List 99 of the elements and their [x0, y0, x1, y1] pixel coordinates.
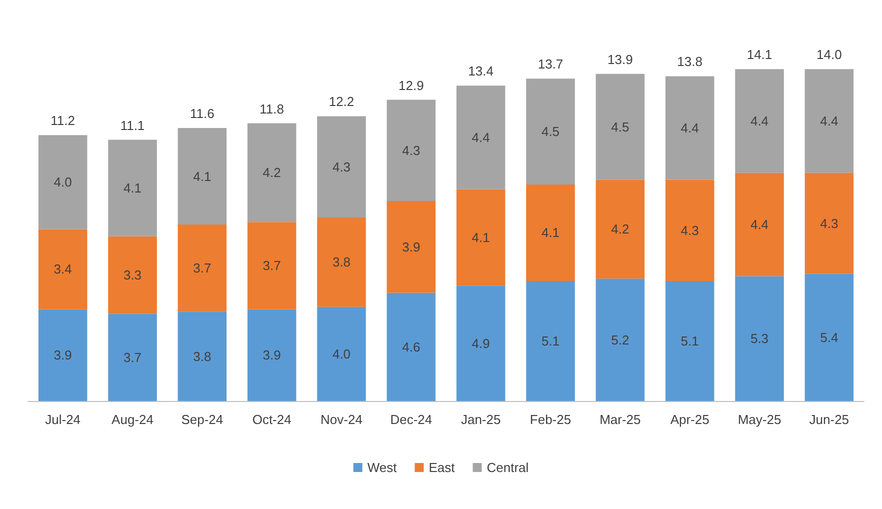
bar — [456, 286, 506, 401]
bar — [317, 116, 366, 218]
data-label: 4.0 — [54, 174, 72, 190]
total-label: 14.0 — [816, 47, 842, 62]
total-label: 13.9 — [608, 52, 633, 67]
legend-label: West — [367, 460, 398, 475]
total-label: 12.2 — [328, 94, 354, 110]
x-tick-label: Oct-24 — [252, 412, 292, 427]
bar — [804, 69, 854, 173]
x-tick-label: Jun-25 — [809, 412, 850, 427]
bar — [178, 312, 227, 401]
bar — [526, 78, 575, 184]
bar — [526, 184, 575, 281]
total-label: 11.6 — [190, 106, 214, 122]
data-label: 4.3 — [680, 222, 699, 238]
x-tick-label: Mar-25 — [600, 412, 641, 427]
data-label: 4.4 — [472, 130, 490, 145]
bar — [247, 123, 296, 222]
x-tick-label: Jul-24 — [45, 412, 81, 427]
bar — [247, 309, 296, 401]
bar — [386, 100, 436, 201]
data-label: 4.9 — [472, 336, 490, 351]
data-label: 5.4 — [820, 330, 838, 345]
data-label: 3.8 — [332, 254, 351, 270]
x-tick-label: Nov-24 — [320, 412, 362, 427]
data-label: 4.4 — [820, 113, 838, 128]
data-label: 3.4 — [54, 262, 72, 277]
bar — [596, 180, 645, 279]
data-label: 5.1 — [680, 333, 699, 348]
x-tick-label: May-25 — [738, 412, 782, 427]
x-tick-label: Feb-25 — [530, 412, 572, 427]
data-label: 4.3 — [332, 159, 351, 174]
x-tick-label: Aug-24 — [112, 412, 154, 427]
data-label: 5.1 — [541, 333, 560, 348]
bar — [735, 276, 784, 401]
bar — [38, 309, 88, 401]
bar — [456, 189, 506, 286]
data-label: 4.0 — [332, 346, 351, 362]
bar — [108, 236, 157, 314]
total-label: 13.7 — [538, 56, 564, 72]
total-label: 14.1 — [746, 47, 772, 62]
data-label: 3.9 — [402, 239, 420, 254]
legend-label: East — [428, 460, 456, 475]
bar — [317, 306, 366, 401]
bar — [38, 229, 88, 310]
bar — [665, 180, 714, 281]
bar — [108, 314, 157, 401]
bar — [38, 135, 88, 230]
data-label: 4.2 — [262, 165, 281, 180]
total-label: 11.8 — [260, 101, 284, 116]
data-label: 4.2 — [611, 222, 630, 237]
bar — [735, 172, 784, 276]
bar — [665, 280, 714, 401]
x-tick-label: Dec-24 — [390, 412, 432, 427]
data-label: 3.7 — [123, 350, 142, 365]
total-label: 11.1 — [120, 118, 145, 133]
data-label: 4.5 — [541, 124, 560, 140]
data-label: 4.3 — [402, 142, 420, 158]
x-tick-label: Apr-25 — [670, 412, 710, 427]
data-label: 4.3 — [820, 216, 838, 231]
bar — [735, 69, 784, 173]
data-label: 4.1 — [193, 168, 212, 184]
data-label: 5.2 — [611, 332, 630, 348]
data-label: 4.6 — [402, 339, 420, 354]
data-label: 3.9 — [54, 348, 72, 363]
bar — [178, 128, 227, 224]
bar — [804, 274, 854, 401]
bar — [386, 292, 436, 401]
total-label: 13.8 — [677, 54, 702, 70]
bar — [108, 140, 157, 236]
data-label: 3.9 — [262, 348, 281, 363]
bar — [804, 172, 854, 274]
bar — [526, 280, 575, 401]
data-label: 3.3 — [123, 268, 142, 283]
data-label: 5.3 — [750, 331, 769, 346]
data-label: 4.5 — [611, 119, 630, 134]
bar — [317, 217, 366, 307]
data-label: 4.1 — [123, 180, 142, 196]
bar — [386, 200, 436, 293]
data-label: 4.4 — [750, 217, 769, 232]
total-label: 12.9 — [398, 78, 424, 93]
total-label: 13.4 — [468, 64, 494, 79]
bar — [596, 278, 645, 401]
legend-label: Central — [486, 460, 529, 475]
bar — [456, 86, 506, 190]
data-label: 4.4 — [750, 113, 769, 128]
data-label: 3.7 — [193, 260, 212, 276]
bar — [247, 222, 296, 310]
data-label: 4.1 — [541, 225, 560, 240]
x-tick-label: Sep-24 — [181, 412, 224, 427]
x-tick-label: Jan-25 — [460, 412, 501, 427]
data-label: 3.7 — [262, 258, 281, 274]
bar — [596, 74, 645, 180]
bar — [178, 224, 227, 312]
data-label: 4.4 — [680, 120, 699, 136]
bar — [665, 76, 714, 180]
total-label: 11.2 — [50, 113, 76, 128]
data-label: 4.1 — [472, 230, 490, 245]
data-label: 3.8 — [193, 348, 212, 364]
